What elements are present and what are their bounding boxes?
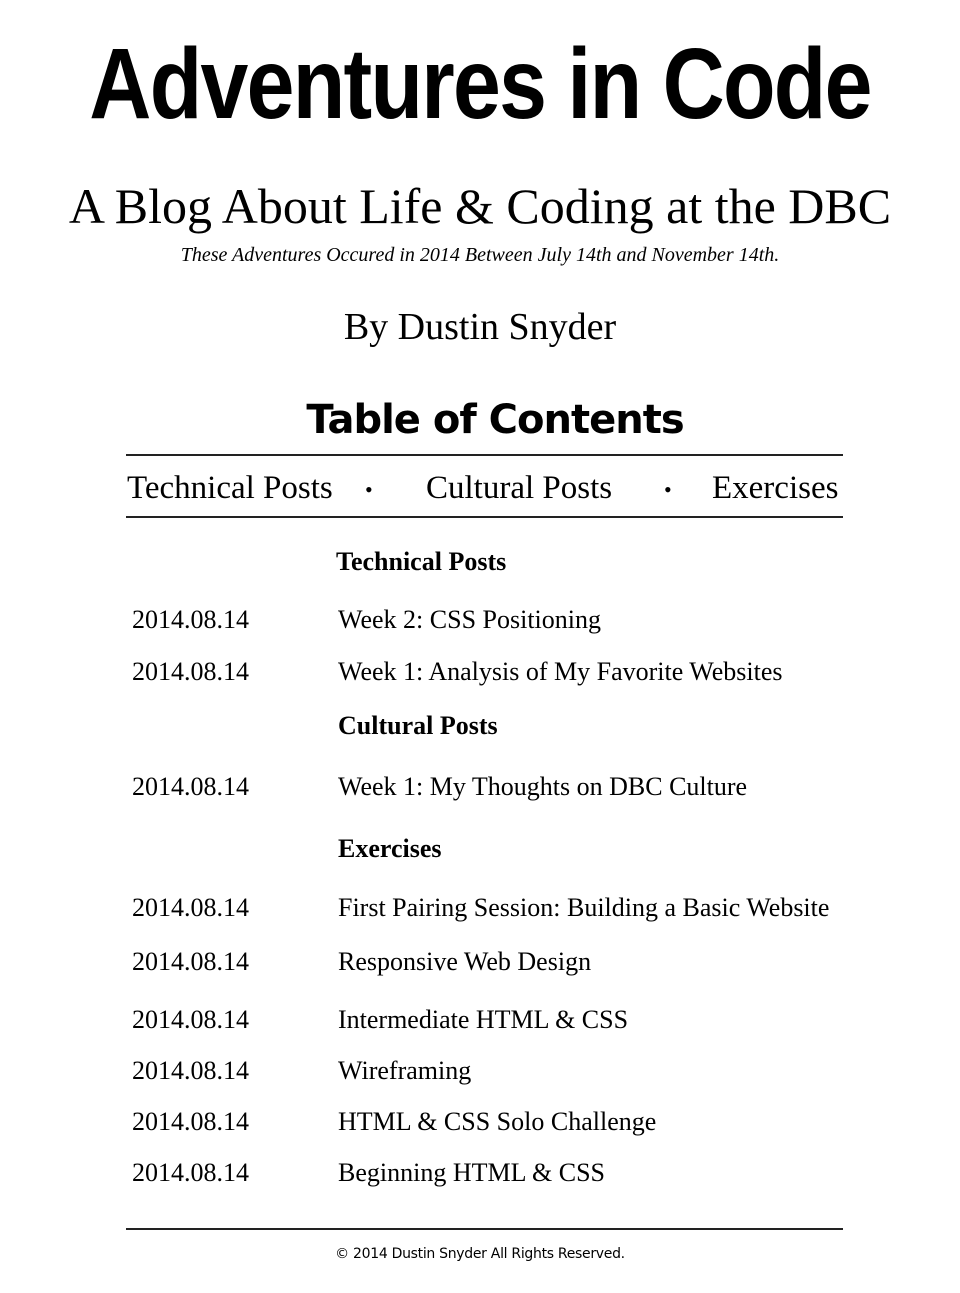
post-link[interactable]: Week 2: CSS Positioning <box>338 605 601 634</box>
blog-subtitle: A Blog About Life & Coding at the DBC <box>68 178 892 234</box>
author-byline: By Dustin Snyder <box>343 306 617 348</box>
entry-date: 2014.08.14 <box>132 657 249 686</box>
exercise-link[interactable]: Wireframing <box>338 1056 472 1085</box>
exercise-link[interactable]: Intermediate HTML & CSS <box>338 1005 629 1034</box>
post-link[interactable]: Week 1: My Thoughts on DBC Culture <box>338 772 748 801</box>
nav-link-cultural-posts[interactable]: Cultural Posts <box>426 470 613 506</box>
entry-date: 2014.08.14 <box>132 1158 249 1187</box>
exercise-link[interactable]: HTML & CSS Solo Challenge <box>338 1107 657 1136</box>
entry-date: 2014.08.14 <box>132 772 249 801</box>
toc-title: Table of Contents <box>306 397 684 443</box>
toc-bottom-divider <box>126 516 843 518</box>
exercise-link[interactable]: Responsive Web Design <box>338 947 592 976</box>
entry-date: 2014.08.14 <box>132 947 249 976</box>
exercise-link[interactable]: First Pairing Session: Building a Basic … <box>338 893 830 922</box>
dates-note: These Adventures Occured in 2014 Between… <box>180 244 780 266</box>
section-heading-cultural: Cultural Posts <box>338 711 498 740</box>
nav-separator-bullet: • <box>365 477 373 502</box>
section-heading-technical: Technical Posts <box>336 547 507 576</box>
exercise-link[interactable]: Beginning HTML & CSS <box>338 1158 606 1187</box>
post-link[interactable]: Week 1: Analysis of My Favorite Websites <box>338 657 783 686</box>
entry-date: 2014.08.14 <box>132 1005 249 1034</box>
toc-top-divider <box>126 454 843 456</box>
footer-divider <box>126 1228 843 1230</box>
site-title: Adventures in Code <box>89 28 872 140</box>
nav-separator-bullet: • <box>664 477 672 502</box>
entry-date: 2014.08.14 <box>132 605 249 634</box>
entry-date: 2014.08.14 <box>132 1056 249 1085</box>
nav-link-exercises[interactable]: Exercises <box>712 470 839 506</box>
copyright-notice: © 2014 Dustin Snyder All Rights Reserved… <box>335 1246 625 1262</box>
section-heading-exercises: Exercises <box>338 834 442 863</box>
nav-link-technical-posts[interactable]: Technical Posts <box>127 470 333 506</box>
entry-date: 2014.08.14 <box>132 1107 249 1136</box>
entry-date: 2014.08.14 <box>132 893 249 922</box>
